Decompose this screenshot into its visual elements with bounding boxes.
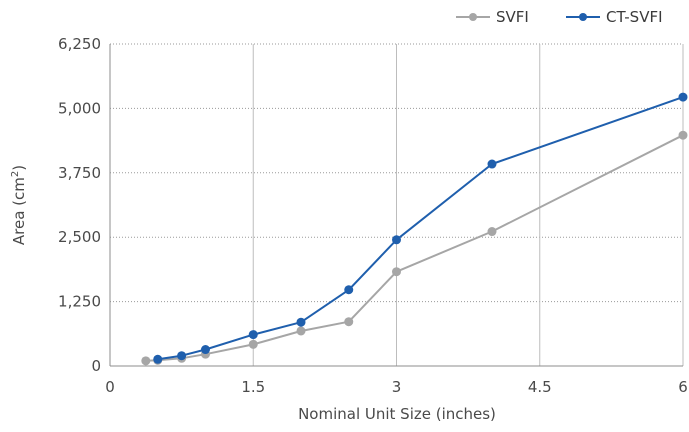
data-point-svfi — [344, 317, 354, 327]
x-tick-label: 6 — [678, 378, 688, 396]
data-point-svfi — [248, 339, 258, 349]
y-tick-label: 2,500 — [58, 228, 101, 246]
series-ct-svfi — [153, 92, 688, 364]
legend-swatch-marker — [579, 13, 587, 21]
data-point-ct-svfi — [153, 354, 163, 364]
y-tick-label: 5,000 — [58, 99, 101, 117]
data-point-ct-svfi — [296, 317, 306, 327]
data-point-svfi — [487, 227, 497, 237]
legend-label: SVFI — [496, 8, 529, 26]
x-axis-title: Nominal Unit Size (inches) — [298, 405, 496, 423]
data-point-ct-svfi — [201, 345, 210, 355]
data-point-ct-svfi — [248, 330, 258, 340]
y-tick-label: 1,250 — [58, 293, 101, 311]
data-point-svfi — [678, 130, 688, 140]
legend-item-ct-svfi[interactable]: CT-SVFI — [566, 8, 663, 26]
data-point-svfi — [392, 267, 401, 277]
legend-swatch-marker — [469, 13, 477, 21]
data-point-ct-svfi — [678, 92, 688, 102]
grid-lines — [110, 43, 684, 366]
x-tick-label: 0 — [105, 378, 115, 396]
y-tick-label: 6,250 — [58, 35, 101, 53]
legend-item-svfi[interactable]: SVFI — [456, 8, 529, 26]
x-axis-ticks: 0 1.5 3 4.5 6 — [105, 378, 688, 396]
x-tick-label: 4.5 — [528, 378, 552, 396]
x-tick-label: 1.5 — [241, 378, 265, 396]
data-point-ct-svfi — [487, 159, 497, 169]
x-tick-label: 3 — [392, 378, 402, 396]
data-point-ct-svfi — [344, 285, 354, 295]
data-point-ct-svfi — [392, 235, 401, 245]
y-axis-title: Area (cm2) — [10, 165, 28, 245]
data-point-svfi — [141, 356, 151, 366]
series-line-ct-svfi — [157, 96, 684, 361]
series-svfi — [141, 130, 688, 366]
data-point-svfi — [296, 326, 306, 336]
legend[interactable]: SVFI CT-SVFI — [456, 8, 663, 26]
legend-label: CT-SVFI — [606, 8, 663, 26]
series-line-svfi — [145, 134, 684, 362]
data-point-ct-svfi — [177, 351, 187, 361]
y-tick-label: 3,750 — [58, 164, 101, 182]
y-axis-ticks: 0 1,250 2,500 3,750 5,000 6,250 — [58, 35, 101, 375]
series — [141, 92, 688, 366]
y-tick-label: 0 — [91, 357, 101, 375]
axes — [109, 44, 683, 367]
